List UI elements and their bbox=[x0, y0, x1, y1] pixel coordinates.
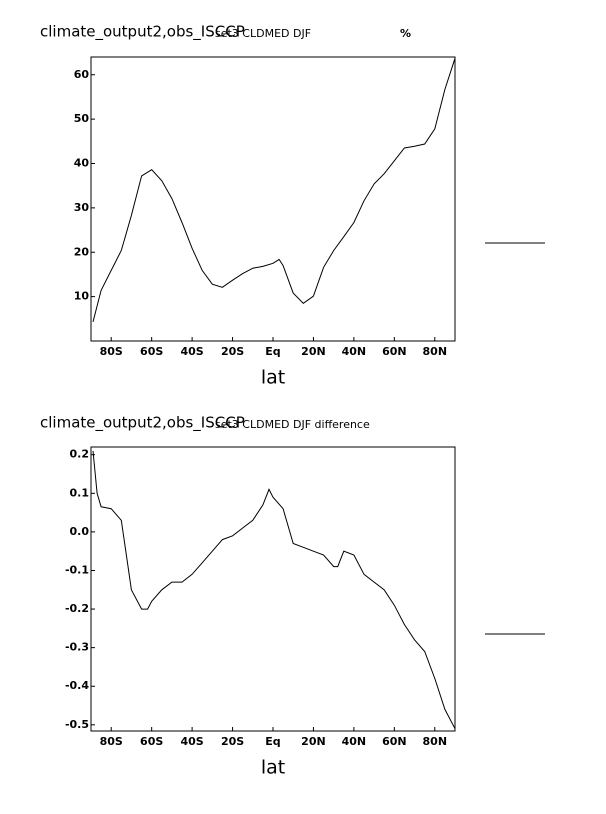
chart-subtitle: set3 CLDMED DJF difference bbox=[215, 418, 370, 431]
y-tick-label: 10 bbox=[74, 290, 90, 303]
y-tick-label: 20 bbox=[74, 245, 90, 258]
x-tick-label: 60N bbox=[382, 345, 407, 358]
x-tick-label: 80S bbox=[100, 345, 123, 358]
x-tick-label: 80N bbox=[423, 735, 448, 748]
chart-subtitle: set3 CLDMED DJF bbox=[215, 27, 311, 40]
x-axis-label: lat bbox=[261, 757, 285, 779]
x-tick-label: 60S bbox=[140, 735, 163, 748]
y-tick-label: -0.3 bbox=[65, 641, 89, 654]
x-tick-label: 80N bbox=[423, 345, 448, 358]
y-tick-label: 0.0 bbox=[70, 525, 90, 538]
y-tick-label: 0.2 bbox=[70, 448, 90, 461]
x-tick-label: 40S bbox=[180, 345, 203, 358]
y-tick-label: -0.1 bbox=[65, 563, 89, 576]
x-tick-label: 80S bbox=[100, 735, 123, 748]
plot-frame bbox=[90, 56, 456, 342]
x-tick-label: 20N bbox=[301, 345, 326, 358]
y-tick-label: 60 bbox=[74, 68, 90, 81]
x-tick-label: 60N bbox=[382, 735, 407, 748]
x-tick-label: 20S bbox=[221, 735, 244, 748]
data-line bbox=[92, 450, 456, 729]
y-tick-label: -0.5 bbox=[65, 718, 89, 731]
x-tick-label: 40N bbox=[342, 345, 367, 358]
x-tick-label: 40S bbox=[180, 735, 203, 748]
x-tick-label: Eq bbox=[265, 735, 280, 748]
y-tick-label: 0.1 bbox=[70, 486, 90, 499]
chart-title: climate_output2,obs_ISCCP bbox=[40, 414, 245, 433]
x-tick-label: Eq bbox=[265, 345, 280, 358]
x-tick-label: 20N bbox=[301, 735, 326, 748]
x-tick-label: 20S bbox=[221, 345, 244, 358]
y-tick-label: 40 bbox=[74, 157, 90, 170]
units: % bbox=[400, 27, 411, 40]
y-tick-label: -0.2 bbox=[65, 602, 89, 615]
y-tick-label: -0.4 bbox=[65, 679, 89, 692]
y-tick-label: 50 bbox=[74, 112, 90, 125]
x-tick-label: 40N bbox=[342, 735, 367, 748]
x-tick-label: 60S bbox=[140, 345, 163, 358]
plot-frame bbox=[90, 446, 456, 732]
data-line bbox=[92, 58, 456, 323]
y-tick-label: 30 bbox=[74, 201, 90, 214]
x-axis-label: lat bbox=[261, 367, 285, 389]
chart-title: climate_output2,obs_ISCCP bbox=[40, 23, 245, 42]
